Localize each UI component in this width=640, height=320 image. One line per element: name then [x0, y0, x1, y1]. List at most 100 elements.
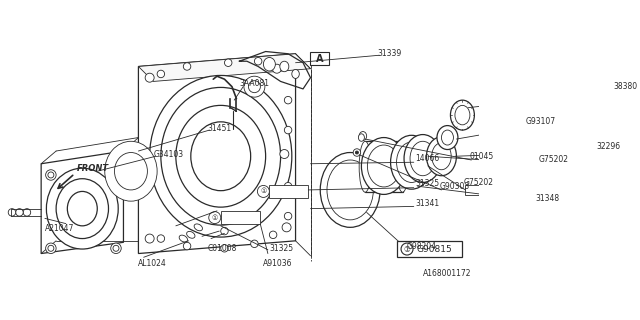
Ellipse shape	[437, 125, 458, 149]
Ellipse shape	[161, 87, 280, 225]
Ellipse shape	[451, 100, 474, 130]
Ellipse shape	[426, 137, 456, 176]
Text: 31451: 31451	[207, 124, 232, 133]
Ellipse shape	[358, 134, 364, 141]
Ellipse shape	[105, 141, 157, 201]
Ellipse shape	[67, 191, 97, 226]
Ellipse shape	[284, 212, 292, 220]
Text: C01008: C01008	[208, 244, 237, 253]
Text: 31325: 31325	[415, 180, 440, 188]
Text: ①: ①	[260, 188, 266, 195]
Ellipse shape	[455, 105, 470, 125]
Text: G75202: G75202	[539, 156, 569, 164]
Bar	[365, 141, 403, 192]
Ellipse shape	[280, 61, 289, 72]
Ellipse shape	[183, 242, 191, 250]
Ellipse shape	[111, 243, 121, 253]
Text: A21047: A21047	[45, 224, 74, 233]
Ellipse shape	[157, 70, 164, 78]
Ellipse shape	[397, 142, 426, 182]
Ellipse shape	[264, 58, 275, 71]
Bar	[465, 185, 510, 195]
Text: 3AA081: 3AA081	[239, 79, 269, 88]
Ellipse shape	[111, 158, 121, 169]
Text: 01045: 01045	[470, 152, 494, 161]
Bar	[397, 241, 463, 257]
Polygon shape	[138, 54, 310, 81]
Ellipse shape	[16, 209, 23, 216]
Ellipse shape	[390, 135, 433, 189]
Ellipse shape	[23, 209, 31, 216]
Text: A: A	[316, 54, 323, 64]
Ellipse shape	[183, 63, 191, 70]
Ellipse shape	[397, 141, 408, 192]
Polygon shape	[138, 54, 296, 253]
Ellipse shape	[45, 170, 56, 180]
Ellipse shape	[209, 212, 221, 224]
Ellipse shape	[353, 149, 361, 156]
Text: G90303: G90303	[440, 182, 470, 191]
Ellipse shape	[284, 126, 292, 134]
Ellipse shape	[292, 69, 300, 78]
Ellipse shape	[432, 143, 451, 170]
Ellipse shape	[410, 141, 435, 176]
Ellipse shape	[56, 179, 109, 239]
Text: G75202: G75202	[464, 178, 494, 187]
Ellipse shape	[176, 105, 266, 207]
Ellipse shape	[251, 240, 258, 248]
Ellipse shape	[45, 243, 56, 253]
Ellipse shape	[221, 244, 228, 252]
Ellipse shape	[269, 231, 277, 239]
Ellipse shape	[284, 96, 292, 104]
Text: 31348: 31348	[535, 195, 559, 204]
Text: G98204: G98204	[406, 242, 436, 251]
Text: G93107: G93107	[525, 116, 556, 125]
Ellipse shape	[8, 209, 16, 216]
Ellipse shape	[273, 64, 282, 73]
Ellipse shape	[367, 145, 400, 187]
Ellipse shape	[255, 58, 262, 65]
Text: G90815: G90815	[416, 244, 452, 253]
Ellipse shape	[257, 186, 269, 197]
Ellipse shape	[187, 231, 195, 238]
Ellipse shape	[282, 223, 291, 232]
Ellipse shape	[280, 149, 289, 158]
Text: A91036: A91036	[264, 259, 293, 268]
Text: 31339: 31339	[377, 49, 401, 58]
Text: 31341: 31341	[415, 199, 440, 208]
Ellipse shape	[320, 153, 380, 227]
Ellipse shape	[248, 81, 260, 93]
Bar	[310, 52, 329, 65]
Bar	[269, 185, 308, 198]
Ellipse shape	[46, 168, 118, 249]
Ellipse shape	[221, 227, 228, 235]
Polygon shape	[41, 151, 124, 253]
Ellipse shape	[113, 245, 119, 251]
Ellipse shape	[327, 160, 373, 220]
Text: ①: ①	[212, 215, 218, 220]
Text: 38380: 38380	[614, 82, 637, 91]
Ellipse shape	[48, 172, 54, 178]
Ellipse shape	[194, 224, 202, 231]
Text: 31325: 31325	[269, 244, 294, 253]
Ellipse shape	[355, 151, 358, 154]
Ellipse shape	[359, 132, 367, 140]
Ellipse shape	[191, 122, 251, 191]
Ellipse shape	[48, 245, 54, 251]
Ellipse shape	[113, 161, 119, 167]
Ellipse shape	[401, 243, 413, 255]
Ellipse shape	[225, 59, 232, 67]
Text: 14066: 14066	[415, 154, 440, 163]
Ellipse shape	[150, 76, 292, 237]
Ellipse shape	[362, 138, 406, 195]
Ellipse shape	[404, 134, 442, 182]
Ellipse shape	[284, 182, 292, 190]
Ellipse shape	[145, 234, 154, 243]
Text: FRONT: FRONT	[77, 164, 109, 173]
Ellipse shape	[145, 73, 154, 82]
Text: A168001172: A168001172	[423, 269, 472, 278]
Ellipse shape	[115, 153, 147, 190]
Bar	[221, 211, 260, 224]
Ellipse shape	[157, 235, 164, 242]
Ellipse shape	[442, 130, 453, 145]
